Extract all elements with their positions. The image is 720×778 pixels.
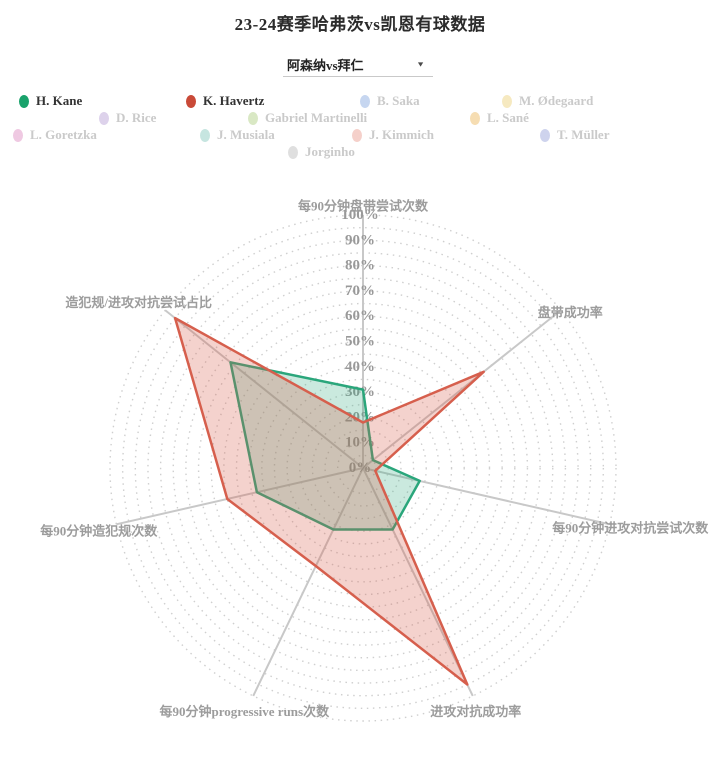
legend-marker	[248, 111, 258, 125]
radar-grid-ring	[121, 226, 605, 710]
radar-tick-label: 10%	[345, 435, 375, 451]
legend-item-j-musiala[interactable]: J. Musiala	[200, 128, 275, 142]
legend-label: H. Kane	[36, 93, 83, 108]
radar-axis-label: 每90分钟造犯规次数	[40, 523, 158, 538]
legend-marker	[99, 111, 109, 125]
legend-label: Jorginho	[305, 144, 355, 159]
radar-tick-label: 50%	[345, 334, 375, 350]
match-select-value: 阿森纳vs拜仁	[287, 57, 364, 73]
legend-label: D. Rice	[116, 110, 157, 125]
radar-grid-ring	[134, 239, 592, 697]
radar-grid-ring	[172, 277, 554, 659]
radar-grid-ring	[197, 302, 529, 634]
legend-label: L. Sané	[487, 110, 529, 125]
legend-item-m-degaard[interactable]: M. Ødegaard	[502, 94, 593, 108]
radar-grid-ring	[109, 214, 617, 722]
radar-tick-label: 0%	[349, 460, 372, 476]
radar-axis-line	[164, 309, 364, 469]
radar-series-k-havertz	[173, 316, 485, 686]
legend-label: K. Havertz	[203, 93, 265, 108]
legend-item-k-havertz[interactable]: K. Havertz	[186, 94, 264, 108]
radar-grid-ring	[223, 328, 503, 608]
legend-label: J. Kimmich	[369, 127, 434, 142]
radar-axis-label: 盘带成功率	[538, 305, 603, 320]
radar-axis-label: 进攻对抗成功率	[430, 704, 521, 719]
radar-tick-label: 80%	[345, 258, 375, 274]
match-select[interactable]: 阿森纳vs拜仁 ▼	[283, 52, 433, 77]
radar-grid-ring	[324, 429, 402, 507]
radar-axis-label: 造犯规/进攻对抗尝试占比	[65, 295, 212, 310]
legend-marker	[540, 128, 550, 142]
radar-tick-label: 90%	[345, 232, 375, 248]
radar-tick-label: 70%	[345, 283, 375, 299]
page-title: 23-24赛季哈弗茨vs凯恩有球数据	[234, 15, 486, 34]
legend-item-d-rice[interactable]: D. Rice	[99, 111, 156, 125]
legend-label: J. Musiala	[217, 127, 275, 142]
radar-axis-line	[362, 467, 610, 526]
radar-tick-label: 40%	[345, 359, 375, 375]
radar-axis-line	[252, 467, 364, 697]
legend-marker	[470, 111, 480, 125]
radar-series-h-kane	[229, 361, 421, 531]
legend-marker	[200, 128, 210, 142]
radar-grid-ring	[159, 264, 567, 672]
legend-marker	[186, 94, 196, 108]
legend-item-l-goretzka[interactable]: L. Goretzka	[13, 128, 97, 142]
legend-label: Gabriel Martinelli	[265, 110, 368, 125]
legend-label: L. Goretzka	[30, 127, 97, 142]
legend-item-j-kimmich[interactable]: J. Kimmich	[352, 128, 434, 142]
legend-item-gabriel-martinelli[interactable]: Gabriel Martinelli	[248, 111, 367, 125]
radar-grid-ring	[235, 340, 491, 596]
radar-axis-label: 每90分钟盘带尝试次数	[298, 199, 429, 214]
legend-item-jorginho[interactable]: Jorginho	[288, 145, 355, 159]
radar-axis-label: 每90分钟进攻对抗尝试次数	[552, 520, 709, 535]
legend-marker	[502, 94, 512, 108]
legend-marker	[13, 128, 23, 142]
radar-axis-line	[362, 467, 474, 697]
radar-grid-ring	[299, 404, 427, 532]
legend-marker	[352, 128, 362, 142]
radar-grid-ring	[349, 454, 377, 482]
legend-item-t-m-ller[interactable]: T. Müller	[540, 128, 609, 142]
radar-axis-label: 每90分钟progressive runs次数	[159, 704, 330, 719]
chevron-down-icon: ▼	[416, 60, 425, 68]
radar-axis-line	[116, 467, 364, 526]
legend-item-h-kane[interactable]: H. Kane	[19, 94, 82, 108]
legend-label: B. Saka	[377, 93, 420, 108]
radar-grid-ring	[286, 391, 440, 545]
radar-grid-ring	[248, 353, 478, 583]
legend-marker	[19, 94, 29, 108]
legend-label: T. Müller	[557, 127, 610, 142]
legend-label: M. Ødegaard	[519, 93, 594, 108]
radar-grid-ring	[185, 290, 541, 646]
legend-marker	[360, 94, 370, 108]
radar-grid-ring	[273, 378, 453, 558]
radar-chart: 0%10%20%30%40%50%60%70%80%90%100%每90分钟盘带…	[40, 199, 709, 722]
radar-axis-line	[362, 309, 562, 469]
radar-tick-label: 100%	[341, 207, 379, 223]
legend-item-l-san[interactable]: L. Sané	[470, 111, 529, 125]
radar-tick-label: 60%	[345, 308, 375, 324]
legend-marker	[288, 145, 298, 159]
legend-item-b-saka[interactable]: B. Saka	[360, 94, 420, 108]
